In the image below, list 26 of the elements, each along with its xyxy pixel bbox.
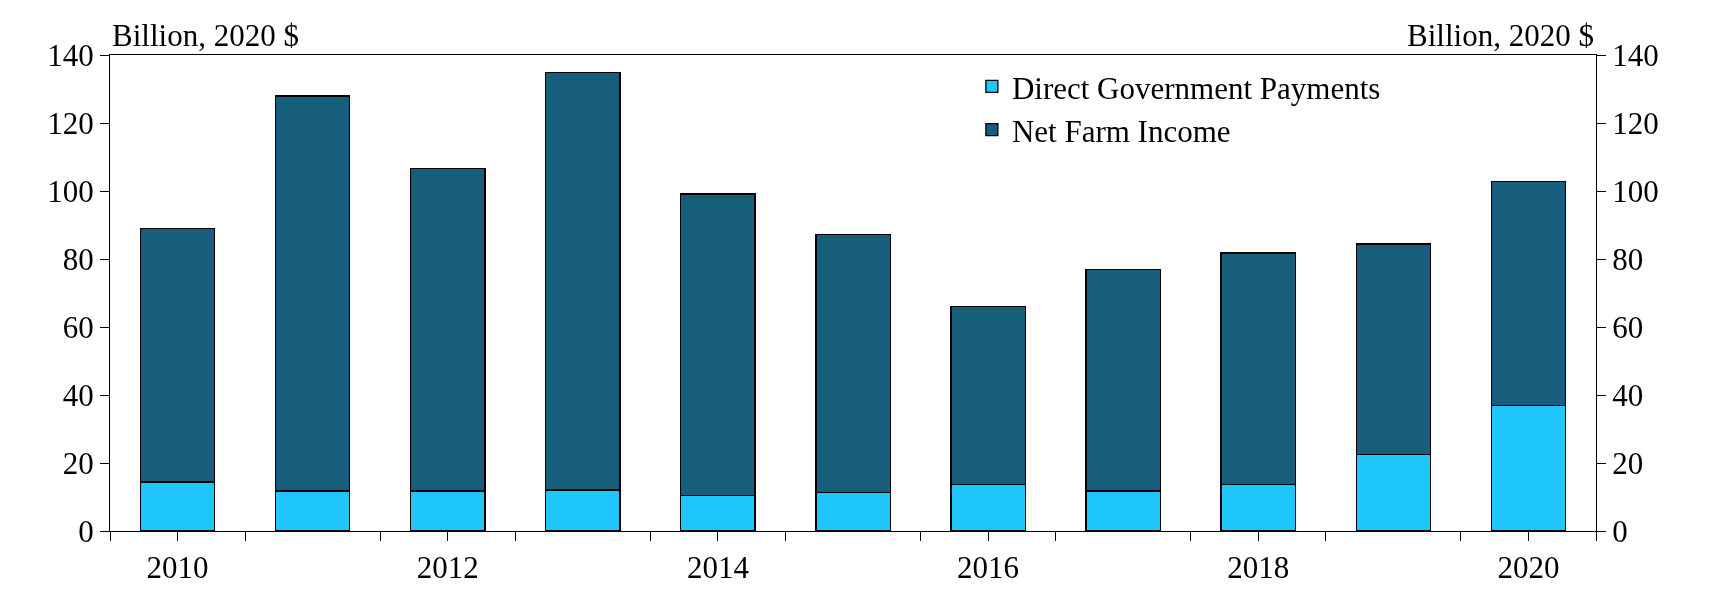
legend-label: Net Farm Income: [1011, 113, 1231, 149]
y2-tick-label: 0: [1612, 513, 1628, 549]
x-tick-label: 2020: [1497, 550, 1560, 586]
y-tick-label: 20: [62, 445, 94, 481]
x-tick-label: 2010: [146, 550, 209, 586]
y2-tick-label: 20: [1612, 445, 1644, 481]
y-tick-label: 60: [62, 309, 94, 345]
y2-tick-label: 40: [1612, 377, 1644, 413]
y2-tick-label: 60: [1612, 309, 1644, 345]
legend-label: Direct Government Payments: [1011, 70, 1381, 106]
y-tick-label: 100: [47, 173, 94, 209]
y-tick-label: 40: [62, 377, 94, 413]
x-tick-label: 2018: [1227, 550, 1290, 586]
y-tick-label: 120: [47, 105, 94, 141]
y2-tick-label: 140: [1612, 37, 1659, 73]
y-tick-label: 140: [47, 37, 94, 73]
y2-axis-title: Billion, 2020 $: [1407, 18, 1594, 53]
y-tick-label: 0: [78, 513, 94, 549]
y2-tick-label: 120: [1612, 105, 1659, 141]
x-tick-label: 2016: [957, 550, 1020, 586]
y2-tick-label: 80: [1612, 241, 1644, 277]
x-tick-label: 2014: [686, 550, 750, 586]
y-tick-label: 80: [62, 241, 94, 277]
y2-tick-label: 100: [1612, 173, 1659, 209]
y-axis-title: Billion, 2020 $: [112, 18, 299, 53]
x-tick-label: 2012: [416, 550, 479, 586]
